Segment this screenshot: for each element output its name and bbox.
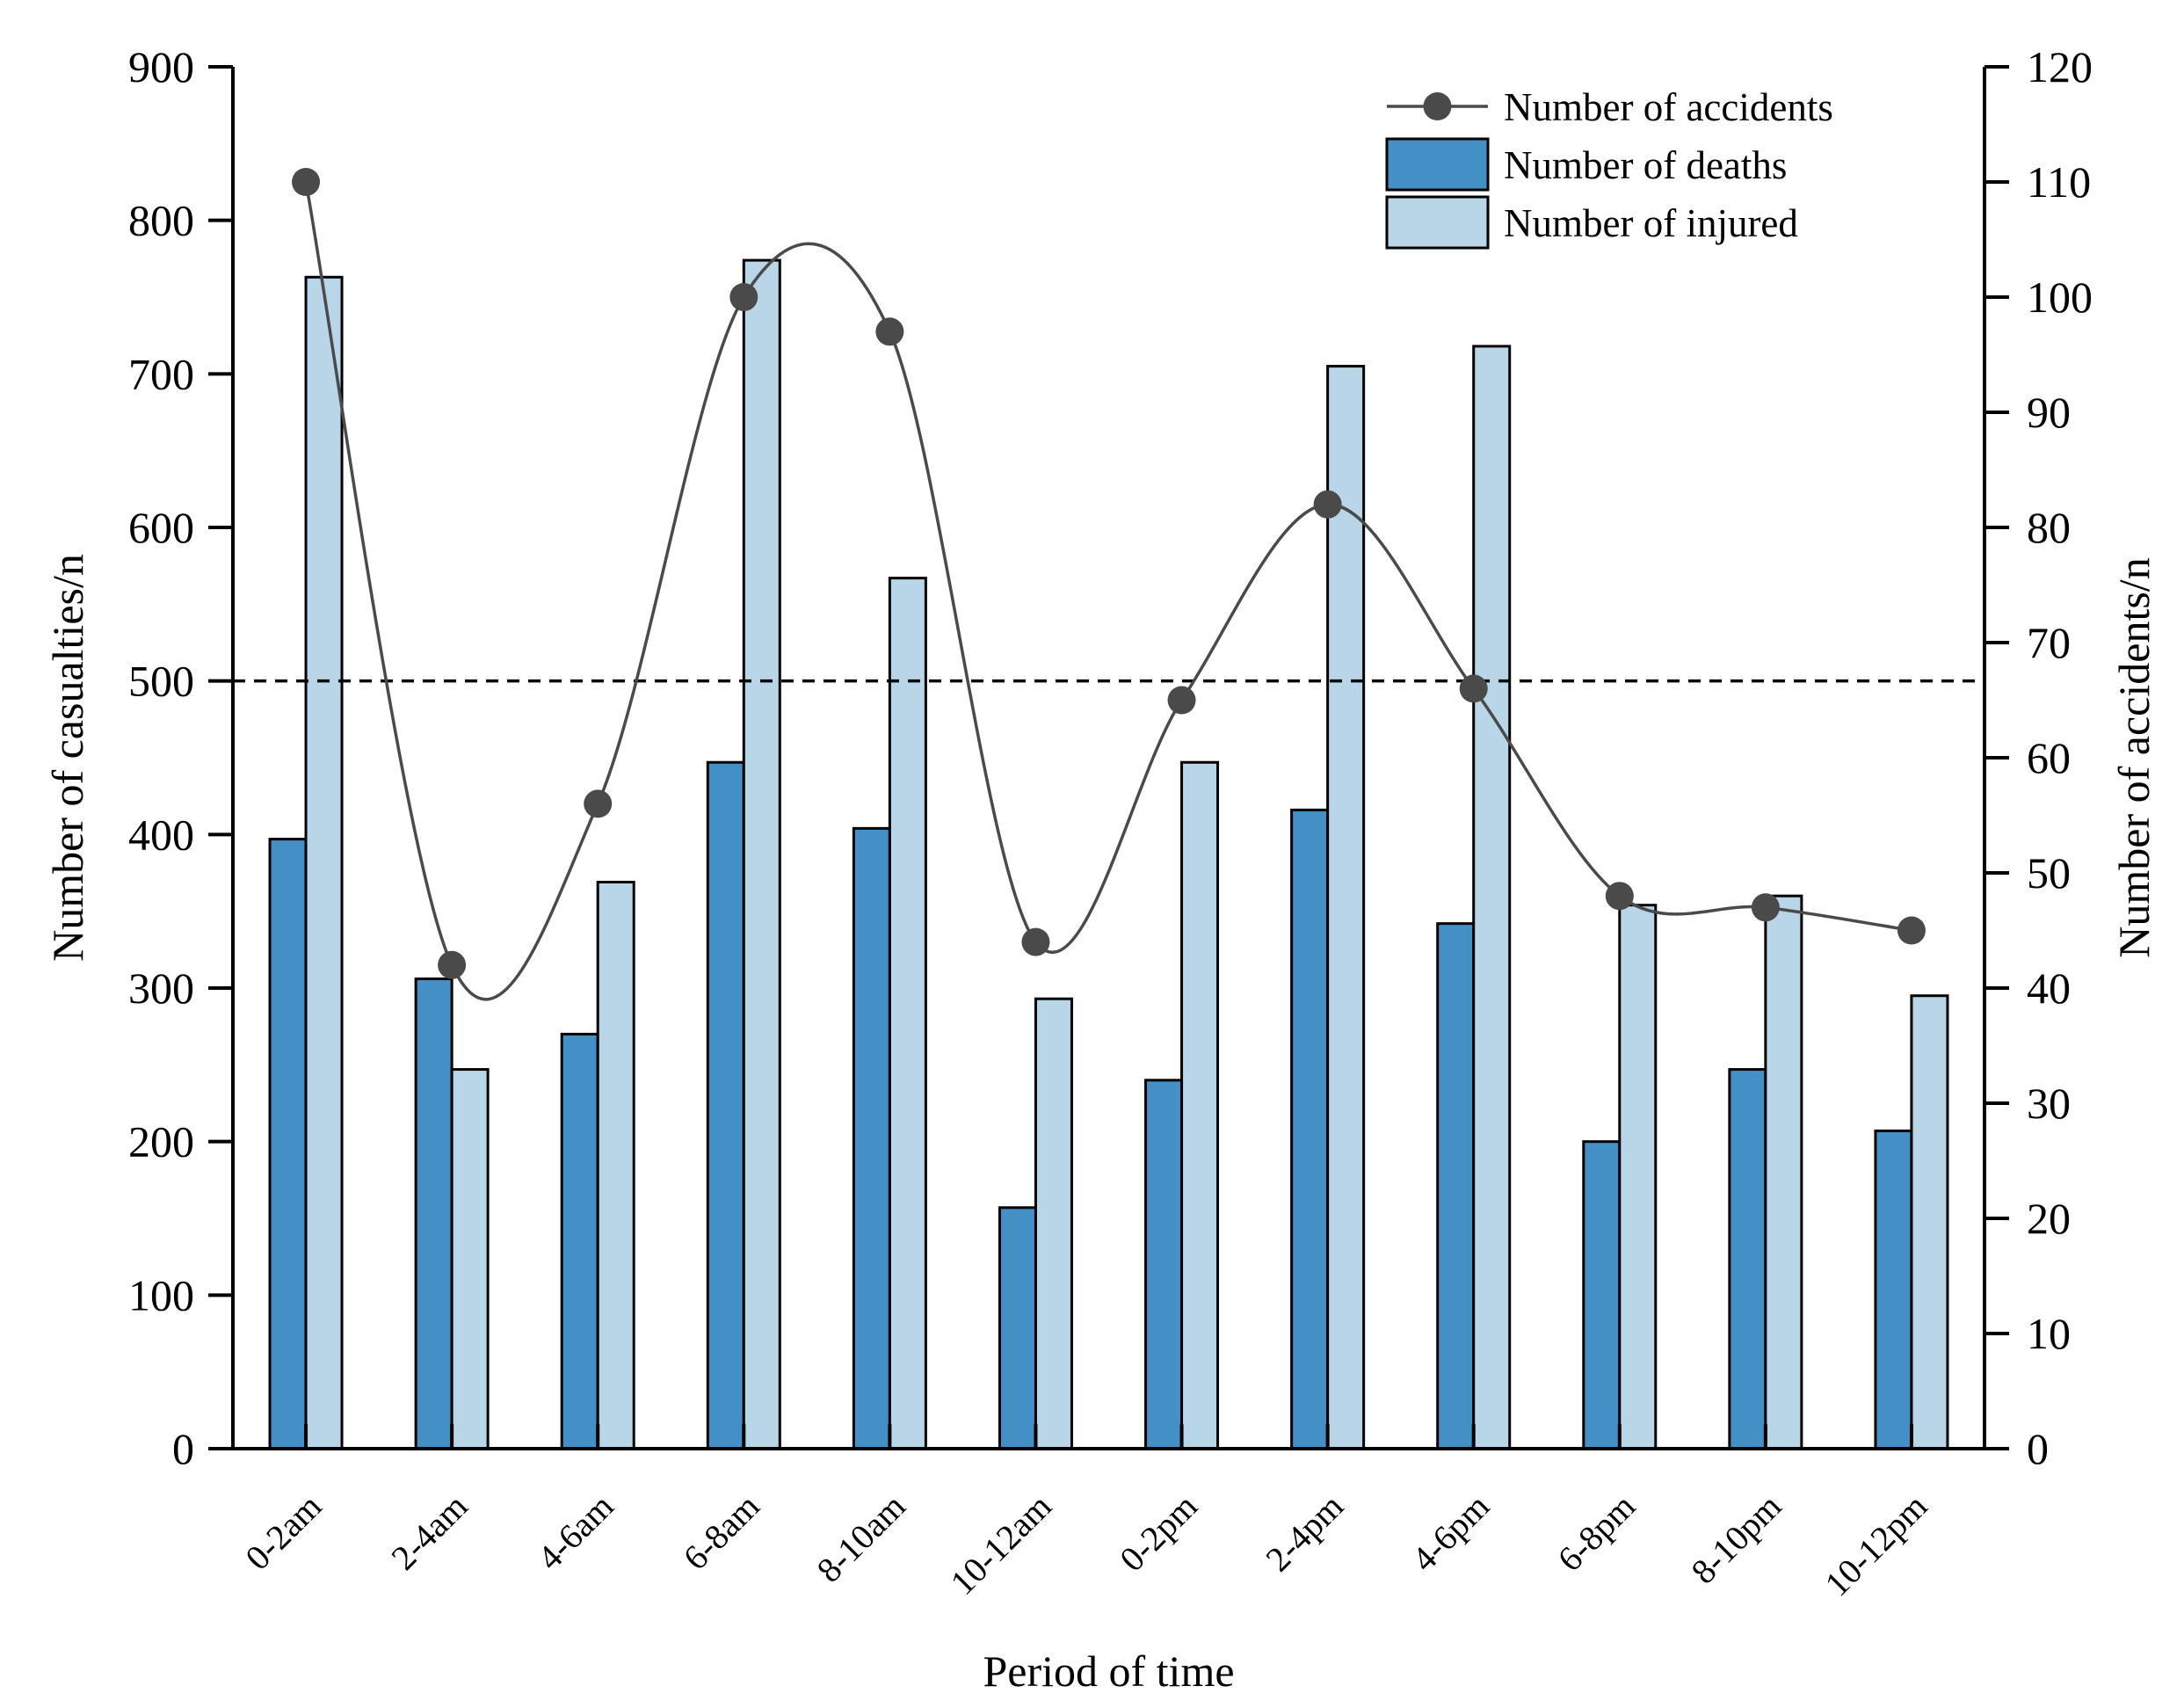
legend-swatch-marker [1423, 92, 1452, 120]
bar-injured [1180, 760, 1220, 1450]
accidents-point [729, 283, 758, 311]
y-tick-label: 400 [128, 810, 194, 859]
x-tick-label: 8-10pm [1683, 1486, 1789, 1592]
y2-tick-label: 90 [2027, 388, 2071, 437]
y2-tick-label: 120 [2027, 42, 2093, 91]
bar-deaths [268, 838, 308, 1450]
y2-tick-label: 30 [2027, 1079, 2071, 1128]
bar-injured [888, 577, 927, 1450]
bar-deaths [998, 1206, 1037, 1450]
bar-injured [742, 258, 781, 1450]
accidents-point [1751, 893, 1780, 922]
bar-deaths [1728, 1068, 1767, 1450]
legend-label: Number of deaths [1504, 143, 1787, 187]
y2-tick-label: 60 [2027, 733, 2071, 782]
bar-deaths [414, 978, 453, 1450]
bar-deaths [1290, 808, 1330, 1450]
bar-injured [1034, 997, 1073, 1450]
y2-tick-label: 50 [2027, 848, 2071, 898]
bar-injured [304, 275, 344, 1450]
accidents-point [1021, 927, 1050, 956]
x-ticks: 0-2am 2-4am 4-6am 6-8am 8-10am 10-12am 0-2pm 2-… [237, 1424, 1934, 1603]
accidents-point [1605, 882, 1634, 911]
x-tick-label: 8-10am [809, 1486, 913, 1590]
y2-tick-label: 80 [2027, 503, 2071, 552]
y-tick-label: 600 [128, 503, 194, 552]
y-tick-label: 300 [128, 963, 194, 1013]
x-tick-label: 4-6pm [1404, 1486, 1497, 1580]
legend-label: Number of injured [1504, 201, 1798, 245]
accidents-point [1167, 686, 1196, 715]
y-tick-label: 800 [128, 196, 194, 245]
y-axis-title: Number of casualties/n [43, 554, 92, 962]
x-tick-label: 6-8pm [1549, 1486, 1643, 1580]
accidents-point [584, 789, 613, 818]
y-tick-label: 500 [128, 657, 194, 706]
y2-tick-label: 20 [2027, 1194, 2071, 1243]
y2-tick-label: 70 [2027, 618, 2071, 667]
y-tick-label: 0 [172, 1424, 194, 1473]
legend-label: Number of accidents [1504, 85, 1833, 129]
bars-group [268, 258, 1949, 1450]
accidents-point [1897, 916, 1926, 945]
bar-deaths [852, 826, 891, 1450]
y-ticks-left: 0 100 200 300 400 500 600 700 800 900 [128, 42, 233, 1473]
y2-tick-label: 0 [2027, 1424, 2049, 1473]
bar-deaths [1144, 1079, 1184, 1450]
bar-deaths [1582, 1140, 1622, 1450]
legend-swatch-bar [1385, 137, 1490, 192]
y-ticks-right: 0 10 20 30 40 50 60 70 80 90 100 110 120 [1984, 42, 2093, 1473]
bar-deaths [1874, 1129, 1913, 1450]
bar-deaths [706, 760, 745, 1450]
accidents-point [438, 950, 467, 979]
y2-tick-label: 100 [2027, 273, 2093, 322]
x-tick-label: 2-4am [383, 1486, 475, 1578]
bar-injured [1618, 904, 1658, 1450]
x-tick-label: 0-2am [237, 1486, 329, 1578]
bar-deaths [1436, 922, 1476, 1450]
y2-tick-label: 110 [2027, 157, 2091, 207]
legend-swatch-bar [1385, 195, 1490, 250]
legend: Number of accidents Number of deaths Numbe… [1385, 85, 1833, 250]
y-tick-label: 200 [128, 1117, 194, 1167]
bar-injured [1764, 894, 1803, 1450]
x-axis-title: Period of time [983, 1646, 1234, 1696]
y2-axis-title: Number of accidents/n [2109, 557, 2159, 957]
x-tick-label: 4-6am [529, 1486, 620, 1578]
x-tick-label: 10-12am [942, 1486, 1058, 1603]
bar-deaths [560, 1032, 599, 1450]
bar-injured [450, 1068, 490, 1450]
bar-injured [596, 880, 635, 1450]
y2-tick-label: 10 [2027, 1309, 2071, 1358]
y-tick-label: 700 [128, 349, 194, 398]
accidents-line [304, 181, 1912, 1001]
x-tick-label: 10-12pm [1817, 1486, 1934, 1604]
y-tick-label: 100 [128, 1270, 194, 1319]
accidents-point [1313, 490, 1342, 519]
accidents-points [292, 168, 1926, 979]
accidents-point [1459, 674, 1488, 703]
x-tick-label: 2-4pm [1258, 1486, 1351, 1580]
x-tick-label: 0-2pm [1112, 1486, 1205, 1580]
accidents-point [875, 317, 904, 346]
x-tick-label: 6-8am [676, 1486, 767, 1578]
y2-tick-label: 40 [2027, 963, 2071, 1013]
bar-injured [1472, 345, 1512, 1450]
accidents-point [292, 168, 321, 196]
bar-injured [1910, 994, 1949, 1450]
bar-injured [1326, 365, 1366, 1450]
y-tick-label: 900 [128, 42, 194, 91]
